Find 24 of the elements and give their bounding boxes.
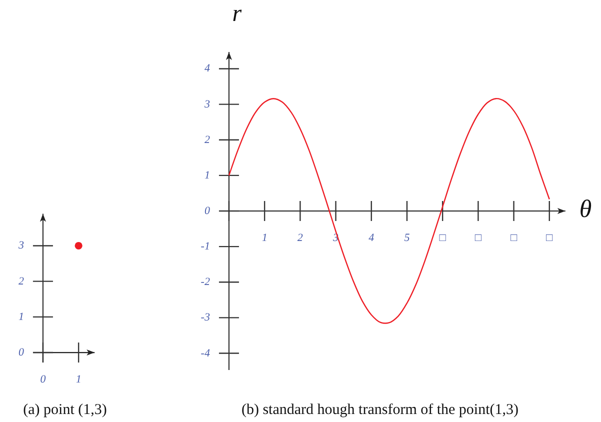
y-tick-label: 1 <box>18 310 24 322</box>
y-tick-label: 2 <box>204 133 210 146</box>
x-axis-title: θ <box>579 196 592 223</box>
y-tick-label: -2 <box>200 276 210 288</box>
y-tick-label: -3 <box>200 311 210 324</box>
x-tick-label: 1 <box>262 232 268 244</box>
y-tick-label: 3 <box>203 98 210 110</box>
y-tick-label: 0 <box>18 346 24 358</box>
y-axis-title: r <box>232 0 242 27</box>
y-tick-label: 0 <box>204 204 210 217</box>
text: (a) point (1,3) <box>23 402 107 418</box>
y-tick-label: 4 <box>204 62 210 74</box>
y-tick-label: -4 <box>200 346 210 359</box>
x-tick-label: 4 <box>368 232 375 244</box>
x-tick-label: 5 <box>404 232 410 244</box>
x-tick-label: □ <box>546 232 554 244</box>
y-tick-label: 1 <box>204 168 210 181</box>
y-tick-label: 2 <box>18 274 24 287</box>
x-tick-label: 2 <box>297 232 304 244</box>
text: (b) standard hough transform of the point(1,3) <box>241 402 519 418</box>
x-tick-label: □ <box>439 232 446 244</box>
y-tick-label: -1 <box>200 240 210 252</box>
x-tick-label: □ <box>474 232 482 244</box>
x-tick-label: □ <box>510 232 518 244</box>
